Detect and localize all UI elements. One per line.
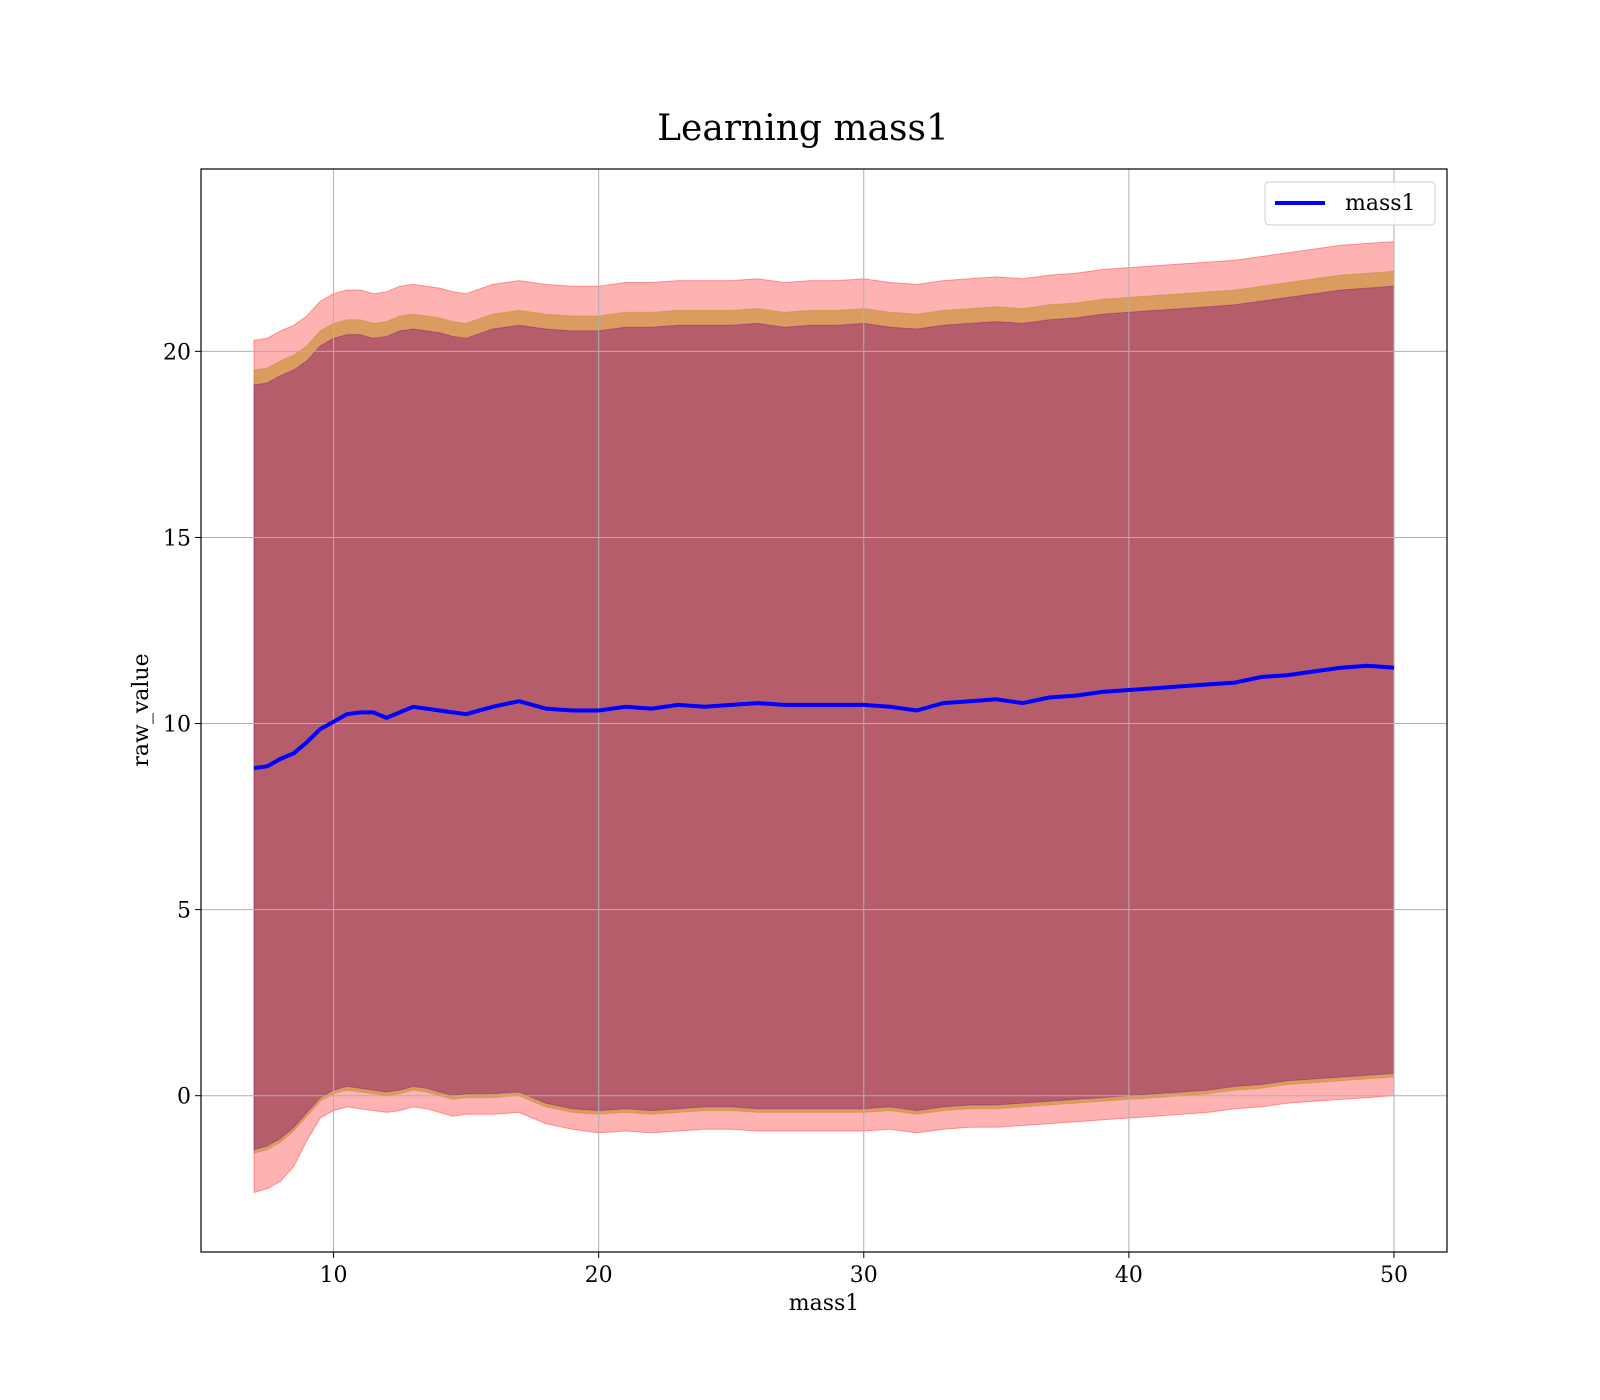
- grid-lines: [201, 169, 1447, 1252]
- x-axis-label: mass1: [789, 1291, 860, 1316]
- band-inner: [253, 285, 1395, 1151]
- y-tick-label: 20: [163, 340, 191, 365]
- legend-entry-label: mass1: [1345, 191, 1416, 216]
- series-lines: [253, 663, 1395, 771]
- x-axis-ticks: 10 20 30 40 50: [320, 1252, 1408, 1288]
- x-tick-label: 50: [1380, 1263, 1408, 1288]
- y-axis-label: raw_value: [129, 653, 154, 766]
- y-tick-label: 15: [163, 526, 191, 551]
- chart-title: Learning mass1: [657, 108, 949, 149]
- x-tick-label: 30: [850, 1263, 878, 1288]
- legend-box: [1264, 181, 1436, 226]
- y-tick-label: 0: [177, 1085, 191, 1110]
- x-tick-label: 10: [320, 1263, 348, 1288]
- x-tick-label: 40: [1115, 1263, 1143, 1288]
- y-axis-ticks: 0 5 10 15 20: [163, 340, 201, 1110]
- y-tick-label: 5: [177, 899, 191, 924]
- confidence-bands: [253, 241, 1395, 1194]
- legend: mass1: [1264, 181, 1436, 226]
- x-tick-label: 20: [585, 1263, 613, 1288]
- plot-frame: [200, 168, 1448, 1253]
- series-line-mass1: [253, 663, 1395, 771]
- y-tick-label: 10: [163, 713, 191, 738]
